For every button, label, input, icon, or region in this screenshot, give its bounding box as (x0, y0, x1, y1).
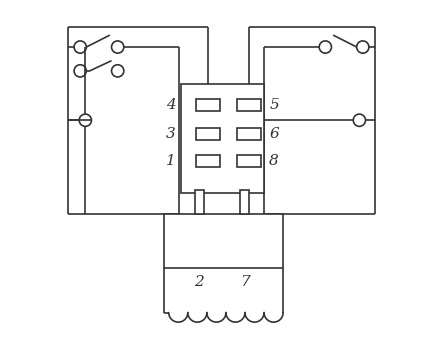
Text: 2: 2 (194, 275, 204, 289)
Text: 8: 8 (269, 154, 279, 168)
Bar (237, 155, 260, 167)
Text: 6: 6 (269, 127, 279, 141)
Bar (196, 155, 220, 167)
Text: 4: 4 (166, 98, 175, 112)
Bar (237, 99, 260, 111)
Bar (196, 99, 220, 111)
Bar (237, 128, 260, 140)
Bar (196, 128, 220, 140)
Bar (194, 190, 204, 214)
Text: 3: 3 (166, 127, 175, 141)
Bar (181, 84, 264, 193)
Text: 7: 7 (240, 275, 249, 289)
Text: 1: 1 (166, 154, 175, 168)
Bar (240, 190, 249, 214)
Bar (163, 214, 283, 268)
Text: 5: 5 (269, 98, 279, 112)
